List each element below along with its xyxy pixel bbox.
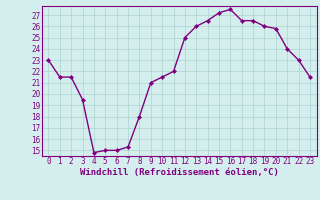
X-axis label: Windchill (Refroidissement éolien,°C): Windchill (Refroidissement éolien,°C) bbox=[80, 168, 279, 177]
